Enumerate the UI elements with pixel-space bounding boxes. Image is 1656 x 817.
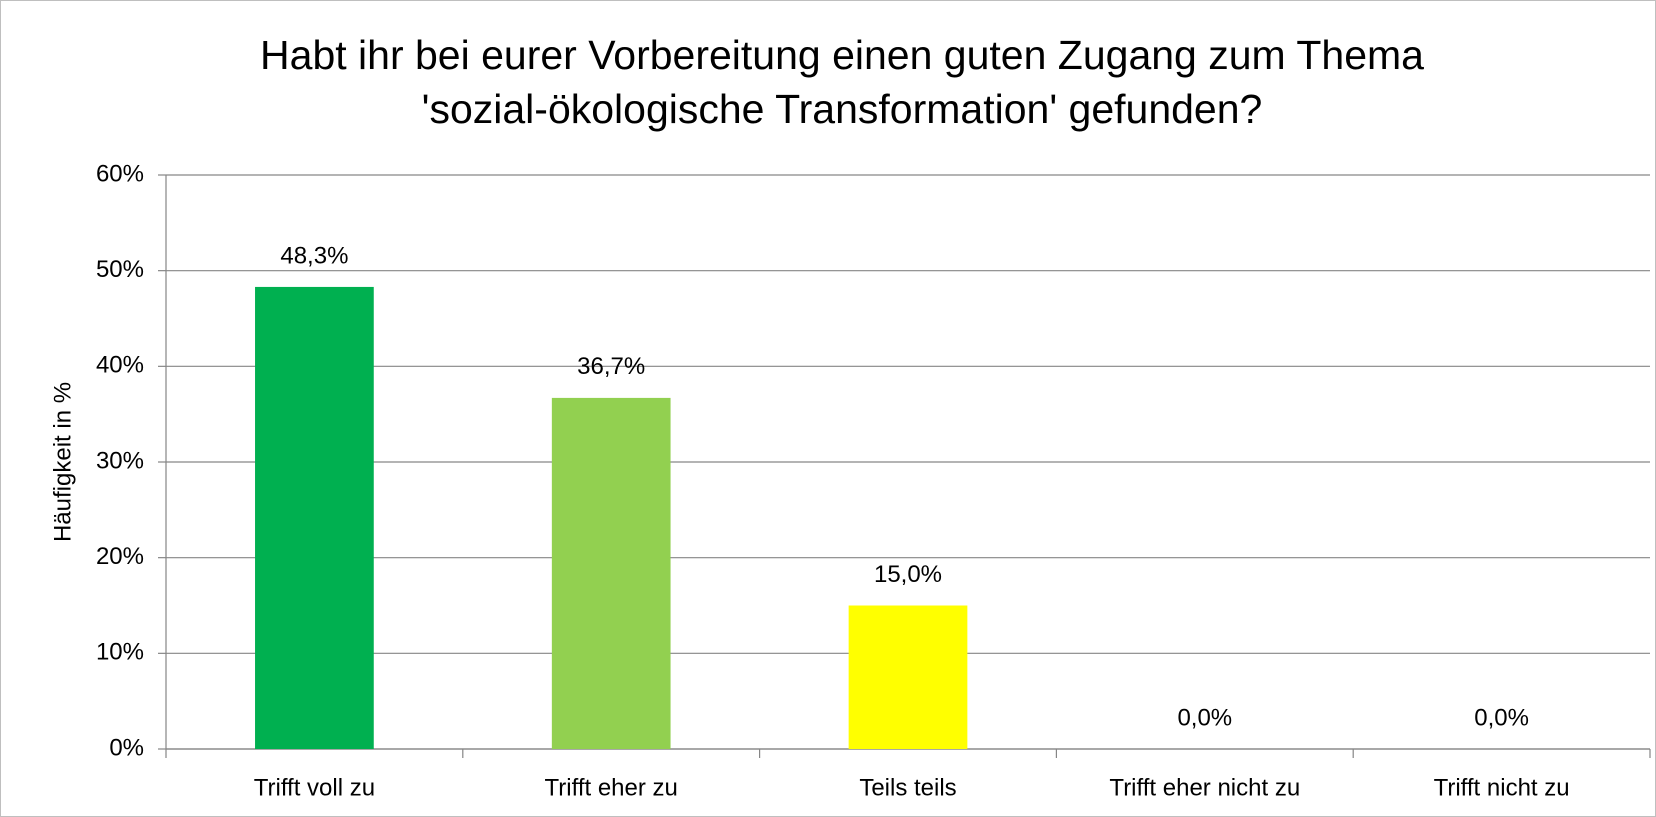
x-tick-label: Teils teils [859,774,956,801]
data-label: 15,0% [874,561,942,588]
data-label: 48,3% [280,242,348,269]
y-axis-label: Häufigkeit in % [49,382,76,542]
x-tick-label: Trifft nicht zu [1434,774,1570,801]
chart-title: Habt ihr bei eurer Vorbereitung einen gu… [260,32,1424,78]
y-tick-label: 0% [109,734,144,761]
y-tick-label: 10% [96,639,144,666]
x-tick-label: Trifft eher zu [545,774,678,801]
bar [848,605,968,749]
data-label: 36,7% [577,353,645,380]
y-tick-label: 50% [96,256,144,283]
chart-title: 'sozial-ökologische Transformation' gefu… [422,86,1263,132]
bar [551,397,671,749]
y-tick-label: 60% [96,160,144,187]
x-tick-label: Trifft eher nicht zu [1109,774,1300,801]
bar [255,286,374,749]
data-label: 0,0% [1474,704,1529,731]
y-tick-label: 30% [96,447,144,474]
y-tick-label: 40% [96,352,144,379]
x-tick-label: Trifft voll zu [254,774,375,801]
data-label: 0,0% [1177,704,1232,731]
y-tick-label: 20% [96,543,144,570]
